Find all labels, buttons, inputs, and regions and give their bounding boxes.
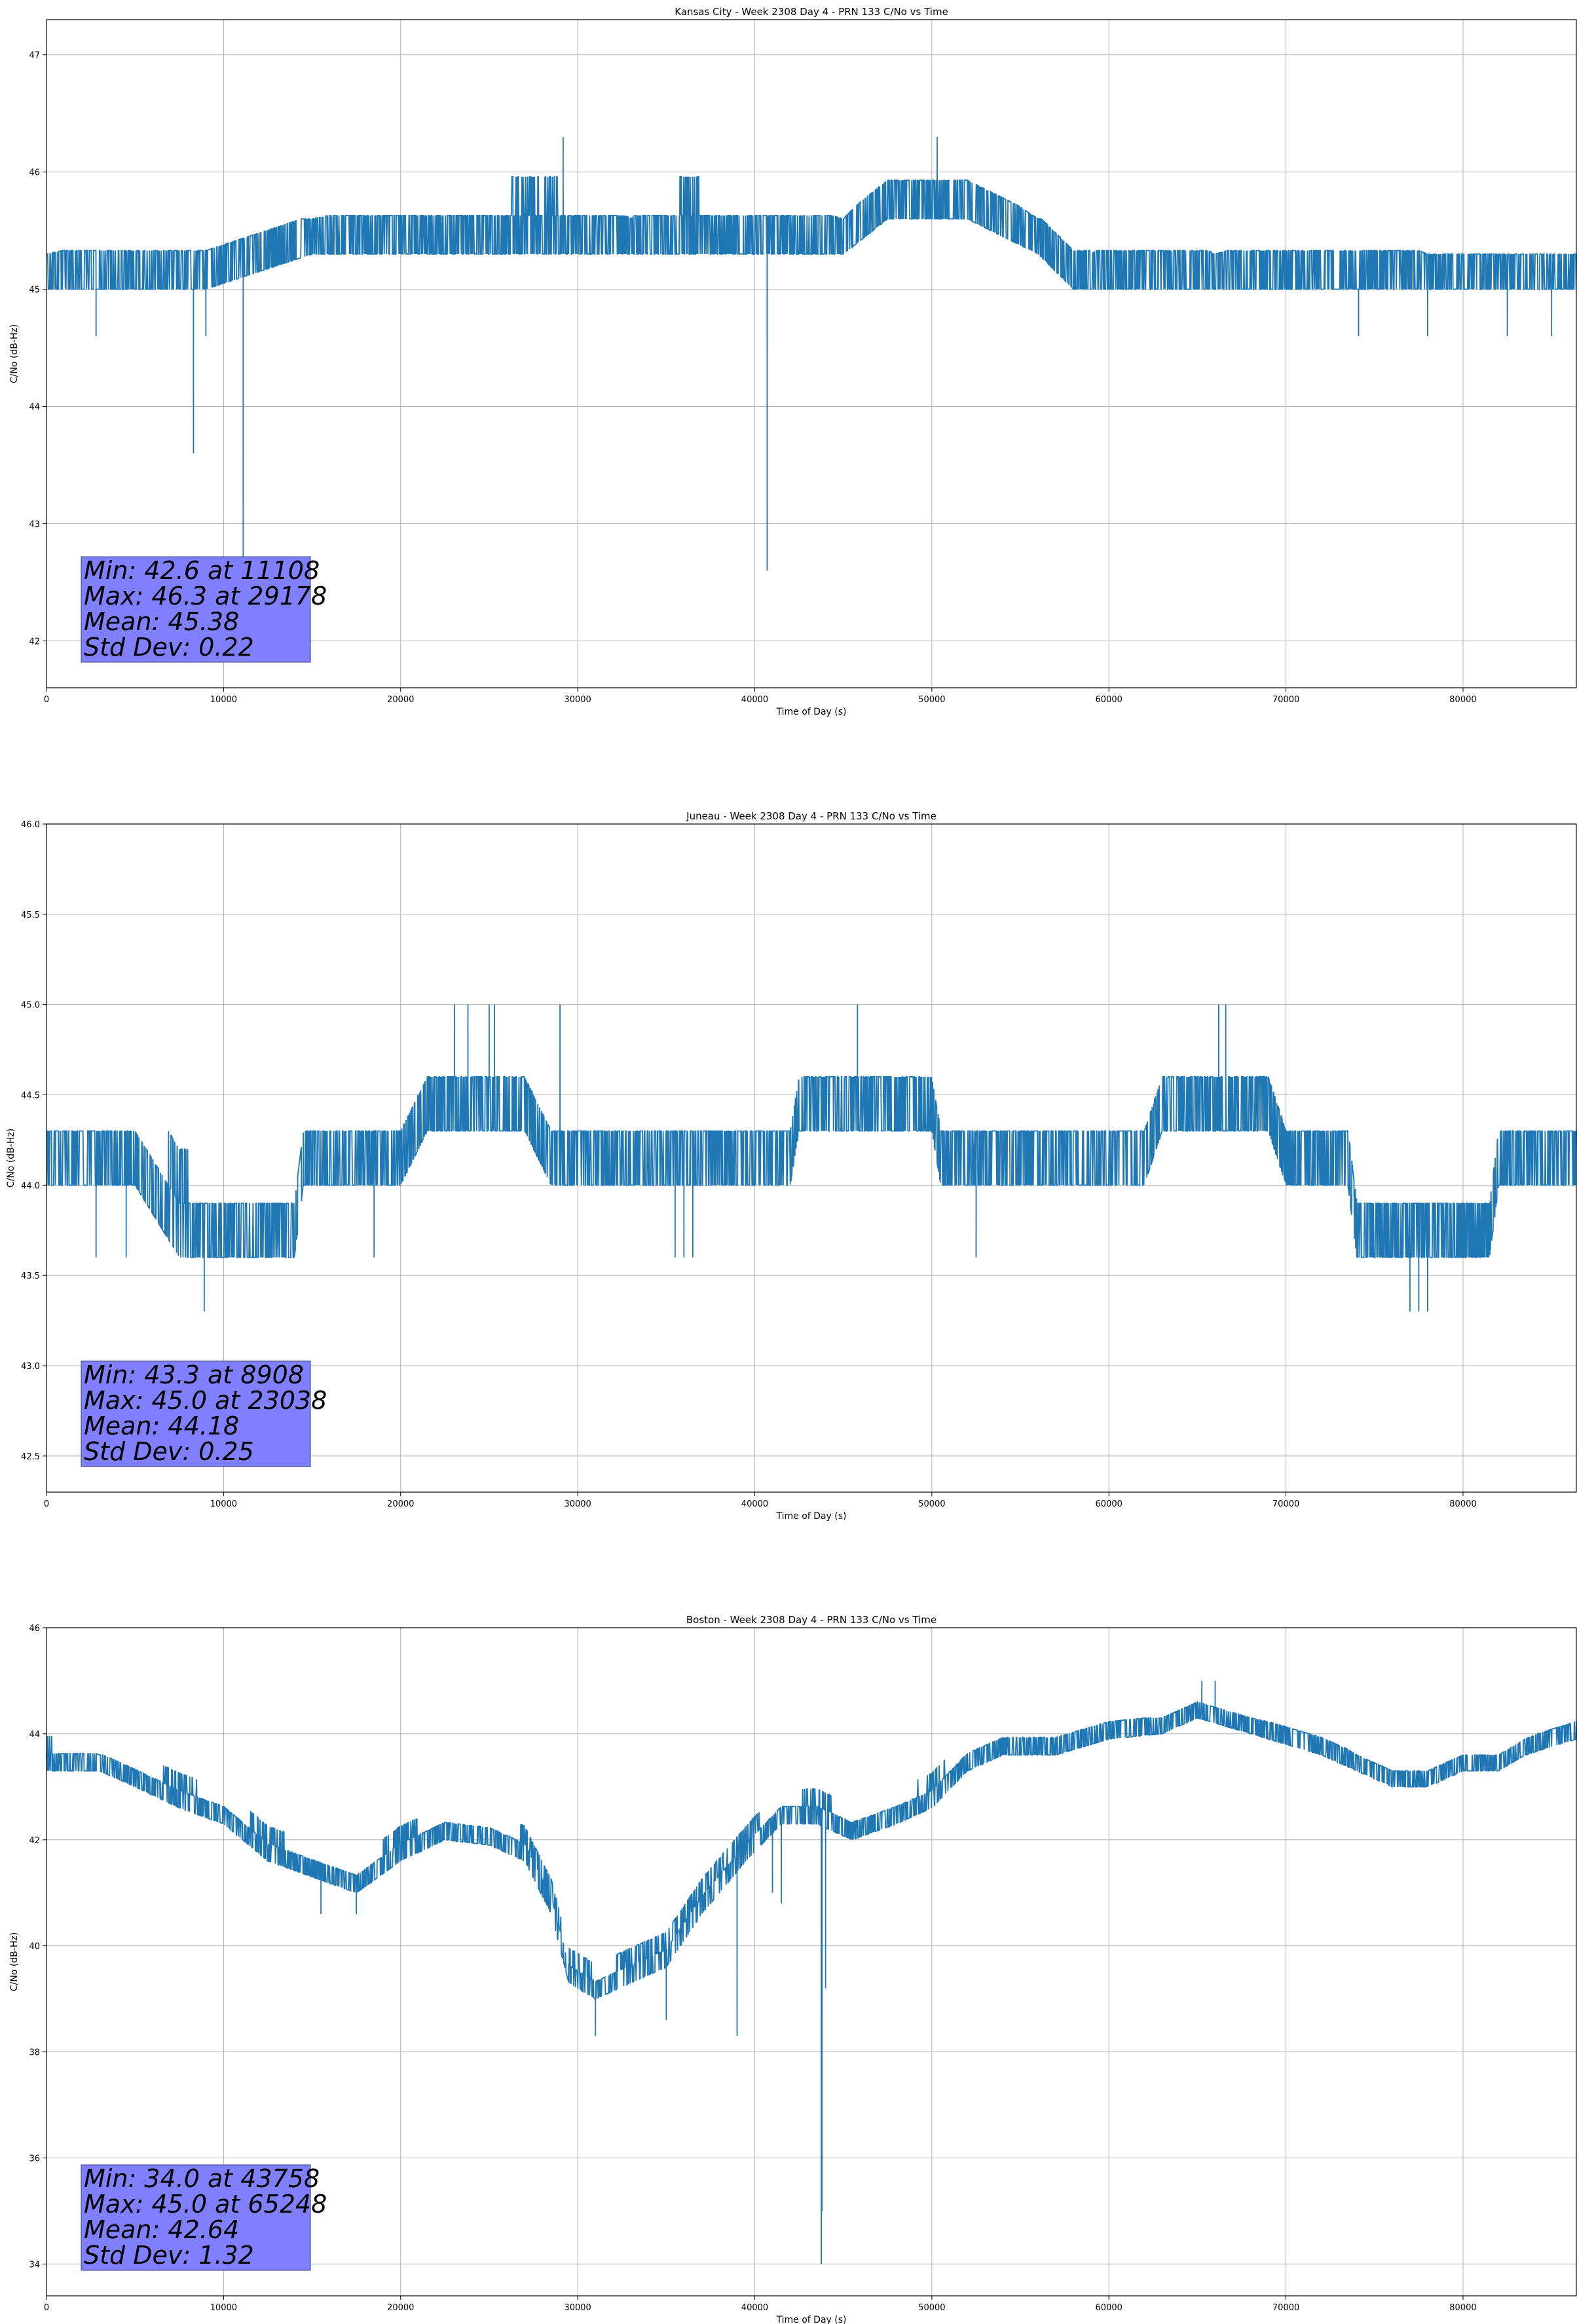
x-tick-label: 50000 [918, 695, 945, 705]
axes-frame [46, 1627, 1577, 2296]
x-tick-label: 20000 [387, 1499, 414, 1509]
y-tick-label: 42.5 [21, 1452, 40, 1462]
stats-max: Max: 46.3 at 29178 [84, 582, 327, 610]
chart-panel-boston: Boston - Week 2308 Day 4 - PRN 133 C/No … [9, 1614, 1577, 2324]
series-line [46, 1680, 1577, 2264]
x-tick-label: 40000 [741, 695, 768, 705]
x-axis-label: Time of Day (s) [776, 707, 847, 717]
x-tick-label: 80000 [1449, 1499, 1476, 1509]
y-tick-label: 44.5 [21, 1091, 40, 1101]
stats-max: Max: 45.0 at 23038 [84, 1386, 327, 1415]
x-tick-label: 10000 [210, 695, 237, 705]
x-axis-label: Time of Day (s) [776, 1511, 847, 1522]
x-tick-label: 10000 [210, 1499, 237, 1509]
x-tick-label: 30000 [564, 2303, 591, 2313]
y-tick-label: 43.5 [21, 1271, 40, 1281]
stats-min: Min: 43.3 at 8908 [84, 1360, 304, 1389]
y-tick-label: 46 [29, 1624, 40, 1634]
y-tick-label: 36 [29, 2154, 40, 2164]
y-tick-label: 45 [29, 286, 40, 295]
stats-mean: Mean: 44.18 [84, 1412, 239, 1440]
x-tick-label: 20000 [387, 695, 414, 705]
x-tick-label: 20000 [387, 2303, 414, 2313]
plot-series [46, 1004, 1577, 1312]
y-tick-label: 46 [29, 168, 40, 178]
y-tick-label: 38 [29, 2048, 40, 2058]
stats-mean: Mean: 42.64 [84, 2215, 239, 2244]
x-axis-ticks: 0 10000 20000 30000 40000 50000 60000 70000 8000… [44, 688, 1477, 705]
y-tick-label: 45.0 [21, 1001, 40, 1011]
x-tick-label: 50000 [918, 2303, 945, 2313]
x-tick-label: 0 [44, 2303, 49, 2313]
x-tick-label: 60000 [1096, 695, 1122, 705]
stats-min: Min: 42.6 at 11108 [84, 556, 320, 585]
y-axis-ticks: 42 43 44 45 46 47 [29, 51, 46, 647]
x-tick-label: 60000 [1096, 1499, 1122, 1509]
x-tick-label: 80000 [1449, 695, 1476, 705]
x-axis-ticks: 0 10000 20000 30000 40000 50000 60000 70000 8000… [44, 2296, 1477, 2313]
stats-box-background [81, 2164, 311, 2271]
y-axis-label: C/No (dB-Hz) [9, 1932, 20, 1991]
stats-box: Min: 43.3 at 8908 Max: 45.0 at 23038 Mea… [81, 1360, 327, 1467]
stats-mean: Mean: 45.38 [84, 607, 239, 636]
y-tick-label: 43 [29, 519, 40, 529]
stats-box: Min: 34.0 at 43758 Max: 45.0 at 65248 Me… [81, 2164, 327, 2271]
chart-title: Kansas City - Week 2308 Day 4 - PRN 133 … [675, 6, 948, 18]
x-tick-label: 80000 [1449, 2303, 1476, 2313]
stats-box-background [81, 1360, 311, 1467]
x-tick-label: 60000 [1096, 2303, 1122, 2313]
y-tick-label: 43.0 [21, 1362, 40, 1372]
series-line [46, 136, 1577, 571]
chart-title: Juneau - Week 2308 Day 4 - PRN 133 C/No … [686, 810, 937, 822]
x-tick-label: 50000 [918, 1499, 945, 1509]
x-tick-label: 30000 [564, 1499, 591, 1509]
x-axis-ticks: 0 10000 20000 30000 40000 50000 60000 70000 8000… [44, 1492, 1477, 1509]
x-tick-label: 0 [44, 695, 49, 705]
y-axis-ticks: 34 36 38 40 42 44 46 [29, 1624, 46, 2270]
stats-box-background [81, 556, 311, 663]
axes-frame [46, 823, 1577, 1493]
stats-std-dev: Std Dev: 0.22 [84, 633, 254, 662]
x-tick-label: 70000 [1272, 1499, 1299, 1509]
y-tick-label: 44.0 [21, 1181, 40, 1191]
y-tick-label: 40 [29, 1942, 40, 1952]
x-tick-label: 70000 [1272, 2303, 1299, 2313]
chart-title: Boston - Week 2308 Day 4 - PRN 133 C/No … [686, 1614, 937, 1626]
plot-series [46, 136, 1577, 571]
y-tick-label: 42 [29, 637, 40, 647]
axes-frame [46, 19, 1577, 688]
y-axis-label: C/No (dB-Hz) [9, 324, 20, 383]
y-tick-label: 34 [29, 2260, 40, 2270]
y-tick-label: 44 [29, 403, 40, 413]
stats-std-dev: Std Dev: 1.32 [84, 2241, 254, 2270]
stats-min: Min: 34.0 at 43758 [84, 2164, 320, 2193]
x-tick-label: 10000 [210, 2303, 237, 2313]
series-line [46, 1004, 1577, 1312]
x-tick-label: 0 [44, 1499, 49, 1509]
stats-max: Max: 45.0 at 65248 [84, 2190, 327, 2219]
y-tick-label: 46.0 [21, 820, 40, 830]
x-axis-label: Time of Day (s) [776, 2315, 847, 2324]
y-axis-ticks: 42.5 43.0 43.5 44.0 44.5 45.0 45.5 46.0 [21, 820, 46, 1462]
y-tick-label: 44 [29, 1730, 40, 1740]
chart-panel-kansas-city: Kansas City - Week 2308 Day 4 - PRN 133 … [9, 6, 1577, 717]
y-tick-label: 45.5 [21, 910, 40, 920]
x-tick-label: 40000 [741, 1499, 768, 1509]
y-tick-label: 42 [29, 1836, 40, 1846]
stats-std-dev: Std Dev: 0.25 [84, 1437, 254, 1466]
y-tick-label: 47 [29, 51, 40, 61]
x-tick-label: 70000 [1272, 695, 1299, 705]
x-tick-label: 30000 [564, 695, 591, 705]
y-axis-label: C/No (dB-Hz) [6, 1129, 16, 1188]
x-tick-label: 40000 [741, 2303, 768, 2313]
plot-series [46, 1680, 1577, 2264]
stats-box: Min: 42.6 at 11108 Max: 46.3 at 29178 Me… [81, 556, 327, 663]
chart-panel-juneau: Juneau - Week 2308 Day 4 - PRN 133 C/No … [6, 810, 1577, 1522]
